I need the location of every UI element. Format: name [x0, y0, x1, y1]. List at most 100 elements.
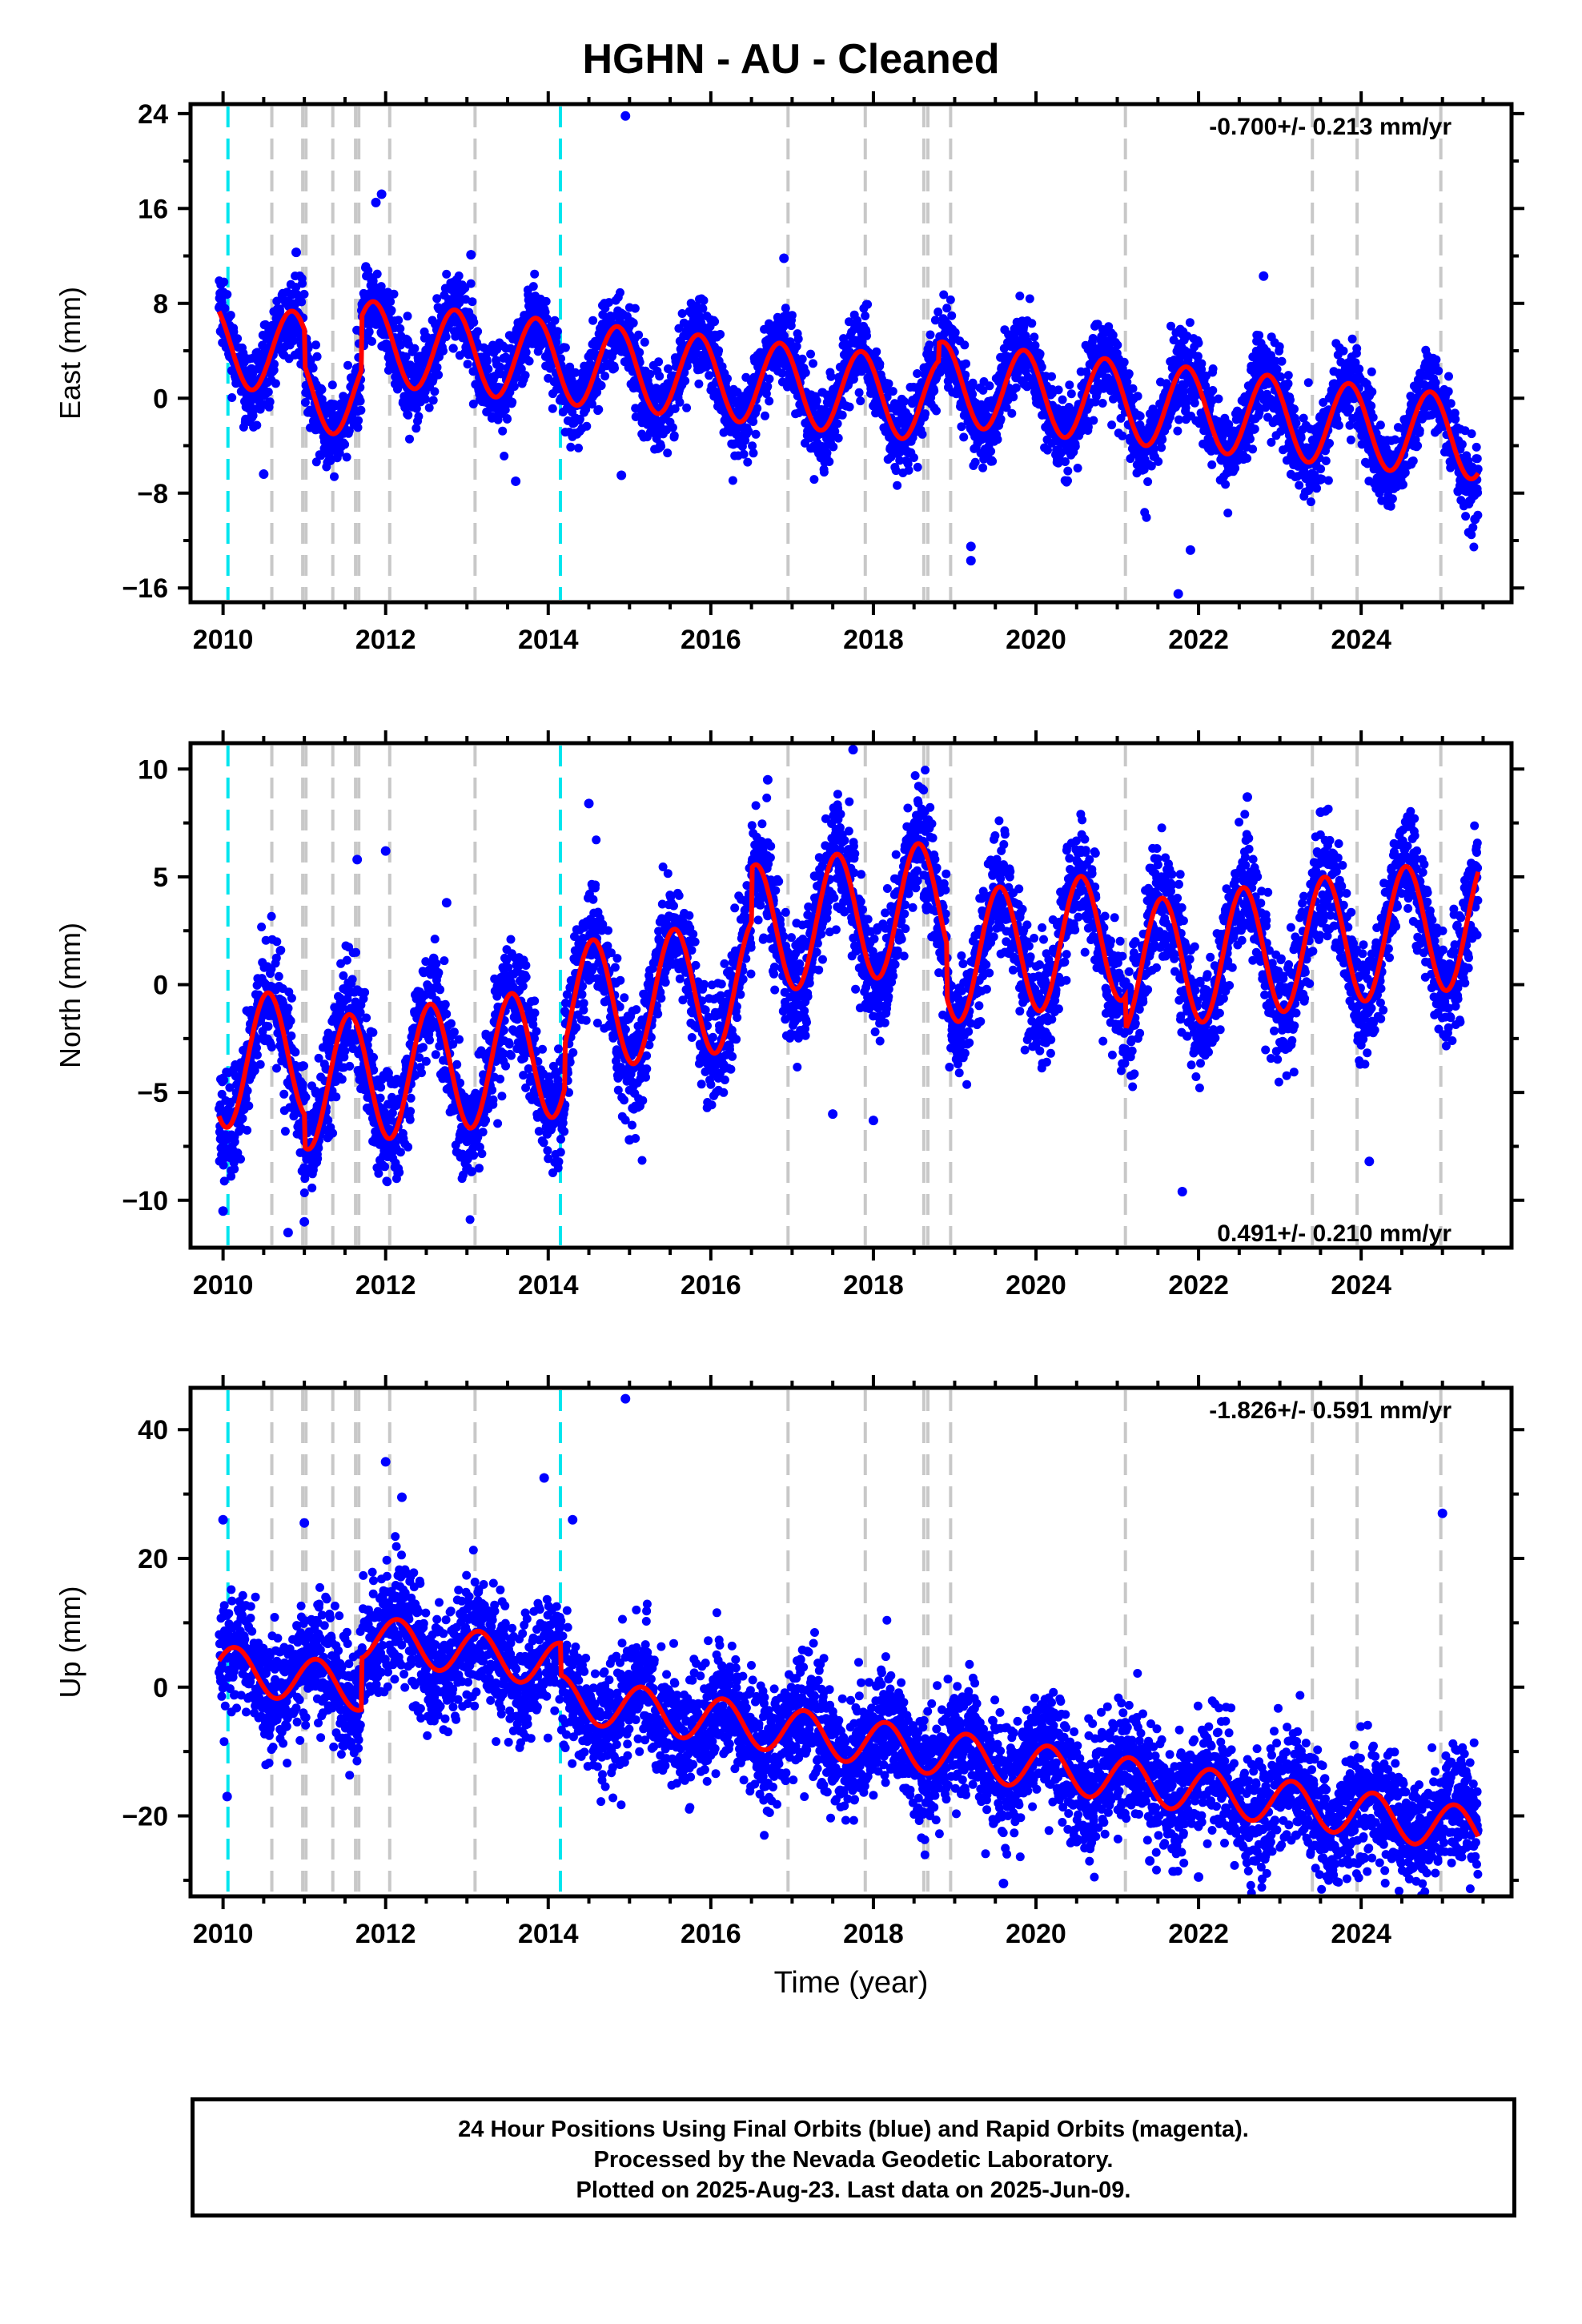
data-point: [809, 359, 817, 368]
data-point: [1250, 424, 1259, 434]
data-point: [680, 368, 689, 377]
data-point: [428, 396, 438, 405]
outlier-point: [966, 541, 976, 552]
data-point: [1316, 464, 1326, 474]
data-point: [1194, 338, 1203, 348]
data-point: [1002, 403, 1011, 412]
data-point: [1035, 349, 1045, 359]
data-point: [1135, 412, 1145, 421]
data-point: [939, 290, 949, 300]
data-point: [604, 298, 614, 308]
data-point: [930, 316, 940, 325]
data-point: [942, 304, 952, 313]
data-point: [1027, 319, 1037, 328]
data-point: [717, 362, 727, 372]
data-point: [968, 378, 978, 388]
data-point: [372, 269, 382, 279]
data-point: [468, 400, 478, 408]
data-point: [926, 330, 935, 340]
data-point: [913, 462, 922, 472]
data-point: [1107, 420, 1117, 430]
data-point: [466, 279, 476, 288]
data-point: [233, 334, 243, 344]
data-point: [1197, 359, 1207, 368]
data-point: [575, 414, 584, 424]
data-point: [856, 396, 865, 406]
outlier-point: [371, 197, 381, 207]
data-point: [748, 441, 757, 451]
data-point: [1451, 415, 1460, 424]
data-point: [1387, 494, 1397, 504]
data-point: [1157, 443, 1166, 452]
data-point: [1231, 464, 1240, 473]
plots-svg: 2010 2012 2014 2016 2018 2020 2022 2024241680−8…: [54, 91, 1524, 2000]
data-point: [552, 327, 562, 336]
data-point: [1113, 340, 1122, 350]
data-point: [469, 318, 479, 327]
data-point: [1221, 480, 1231, 489]
data-point: [1467, 429, 1476, 439]
data-point: [749, 417, 758, 426]
data-point: [761, 411, 769, 420]
data-point: [270, 360, 279, 369]
outlier-point: [616, 470, 627, 480]
data-point: [716, 330, 725, 339]
data-point: [396, 340, 406, 349]
data-point: [1323, 476, 1333, 485]
data-point: [509, 382, 519, 392]
panel-1: 2010 2012 2014 2016 2018 2020 2022 2024241680−8…: [54, 91, 1524, 655]
data-point: [682, 361, 692, 371]
data-point: [1283, 371, 1293, 380]
data-point: [822, 448, 832, 458]
data-point: [1088, 334, 1098, 343]
data-point: [845, 402, 854, 412]
data-point: [913, 369, 922, 378]
data-point: [503, 414, 512, 424]
data-point: [819, 468, 829, 477]
data-point: [300, 398, 310, 407]
data-point: [1368, 412, 1378, 422]
data-point: [1468, 523, 1478, 533]
data-point: [1472, 454, 1482, 464]
data-point: [610, 364, 619, 373]
data-point: [765, 396, 774, 406]
data-point: [1295, 480, 1304, 490]
data-point: [448, 344, 458, 353]
data-point: [1208, 386, 1218, 395]
data-point: [681, 376, 690, 386]
data-point: [223, 290, 232, 300]
data-point: [524, 356, 534, 366]
data-point: [463, 360, 472, 369]
data-point: [1472, 442, 1481, 452]
data-point: [744, 427, 753, 436]
data-point: [409, 364, 419, 374]
data-point: [903, 459, 913, 468]
data-point: [441, 332, 451, 342]
data-point: [978, 463, 988, 472]
data-point: [1283, 379, 1293, 388]
data-point: [439, 346, 448, 356]
data-point: [957, 422, 966, 432]
data-point: [412, 404, 421, 413]
data-point: [872, 347, 881, 356]
data-point: [663, 448, 673, 458]
data-point: [1208, 364, 1218, 373]
data-point: [1444, 372, 1453, 381]
data-point: [1173, 426, 1182, 436]
data-point: [1066, 389, 1076, 399]
data-point: [960, 340, 970, 350]
data-point: [430, 387, 440, 396]
data-point: [1473, 488, 1483, 497]
data-point: [265, 397, 275, 407]
data-point: [930, 386, 939, 396]
data-point: [888, 387, 897, 396]
data-point: [1325, 439, 1334, 448]
data-point: [565, 362, 575, 372]
data-point: [1408, 456, 1418, 465]
data-point: [1207, 460, 1217, 469]
data-point: [434, 370, 444, 380]
data-point: [777, 368, 787, 378]
data-point: [482, 356, 492, 366]
data-point: [993, 435, 1002, 444]
